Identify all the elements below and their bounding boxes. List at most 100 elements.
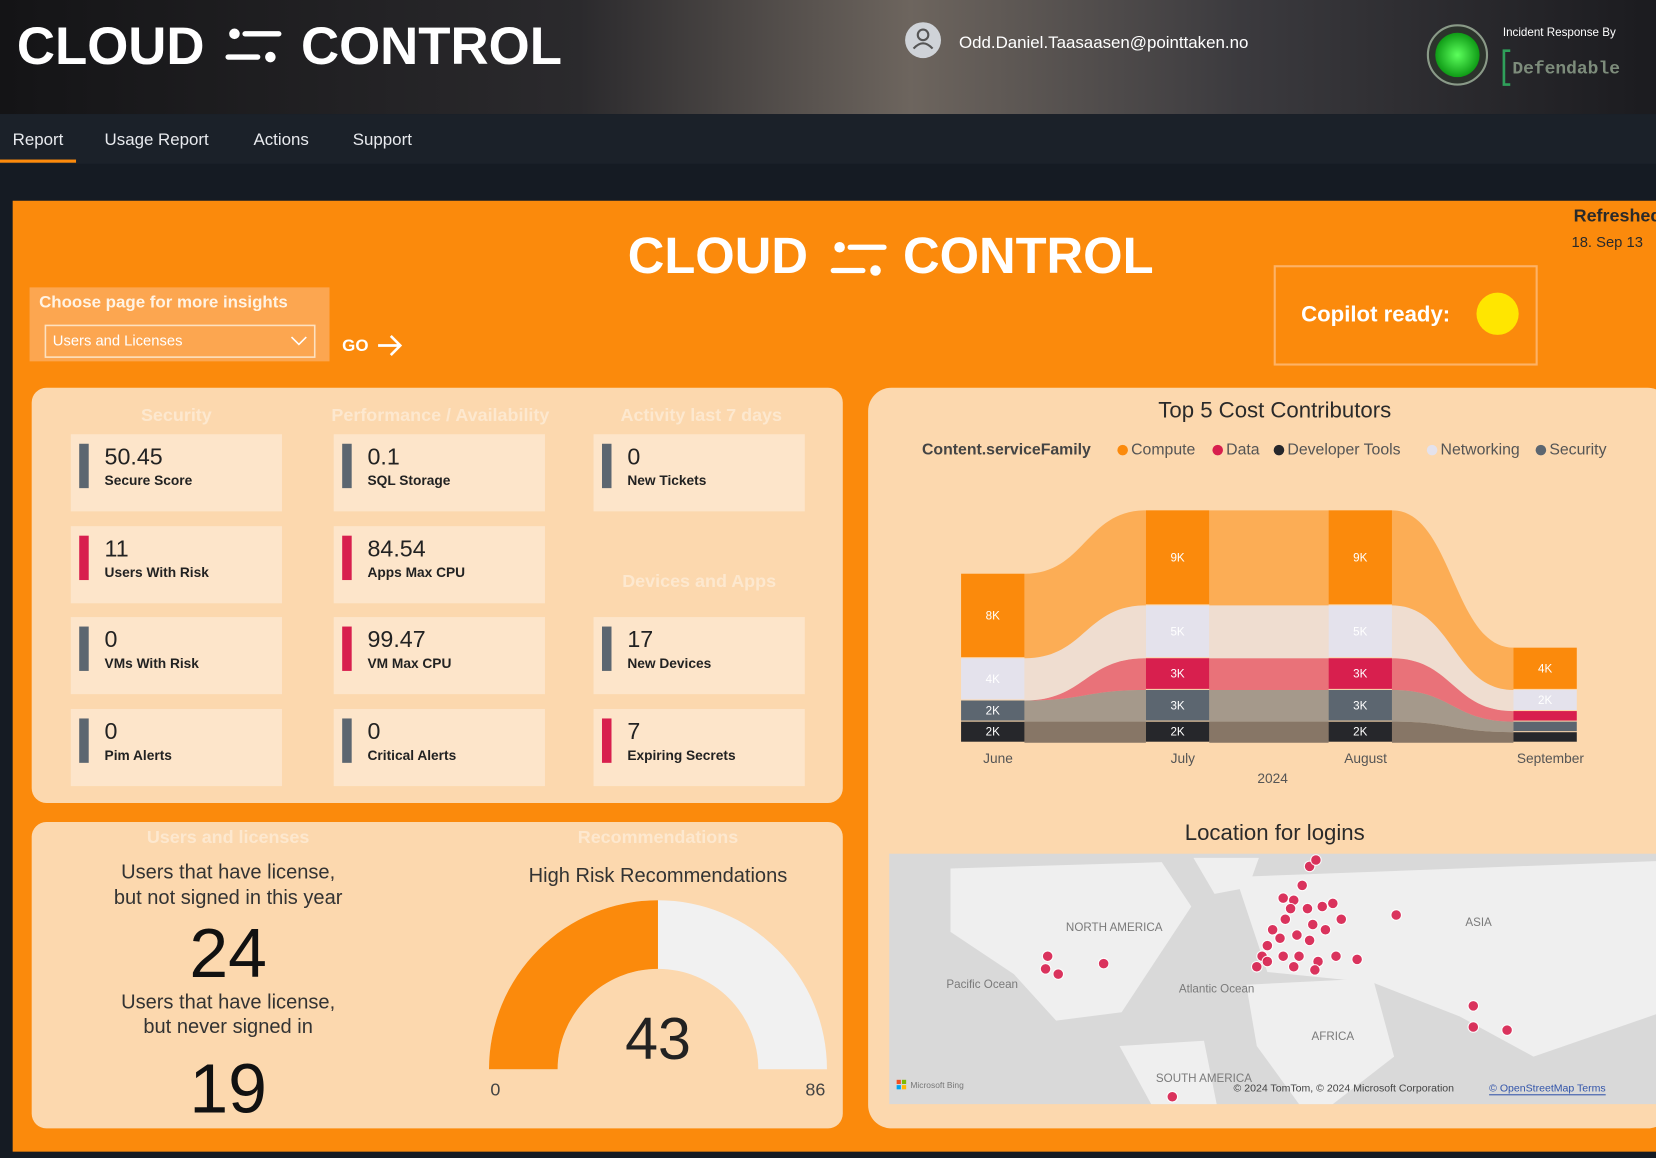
login-dot bbox=[1284, 902, 1297, 915]
data-label: 9K bbox=[1170, 551, 1184, 564]
section-title: Performance / Availability bbox=[331, 405, 549, 425]
map-title: Location for logins bbox=[1185, 820, 1365, 845]
go-button[interactable]: GO bbox=[342, 336, 368, 355]
brand-bracket bbox=[1502, 49, 1511, 86]
ribbon bbox=[1391, 658, 1514, 722]
logo-text: CLOUD bbox=[17, 17, 205, 76]
bar-segment bbox=[1145, 658, 1210, 689]
ribbon bbox=[1391, 510, 1514, 690]
kpi-value: 0 bbox=[627, 443, 640, 469]
kpi-card bbox=[70, 434, 282, 512]
login-dots bbox=[1039, 854, 1513, 1103]
bar-segment bbox=[961, 573, 1025, 658]
copilot-box bbox=[1273, 265, 1538, 366]
kpi-value: 7 bbox=[627, 718, 640, 744]
ribbon bbox=[1391, 605, 1514, 712]
login-dot bbox=[1296, 879, 1309, 892]
login-dot bbox=[1274, 932, 1286, 945]
kpi-card bbox=[593, 708, 805, 787]
data-label: 2K bbox=[986, 705, 1000, 718]
map-label: Atlantic Ocean bbox=[1179, 982, 1254, 995]
map-label: ASIA bbox=[1465, 916, 1492, 929]
kpi-label: New Tickets bbox=[627, 473, 706, 488]
kpi-label: Expiring Secrets bbox=[627, 748, 736, 763]
data-label: 4K bbox=[986, 673, 1000, 686]
stat-caption: Users that have license, bbox=[121, 862, 335, 884]
kpi-label: VM Max CPU bbox=[368, 656, 452, 671]
ribbon bbox=[1391, 689, 1514, 733]
logo-text: CONTROL bbox=[301, 17, 562, 76]
incident-brand: Defendable bbox=[1512, 60, 1620, 80]
avatar-icon bbox=[916, 28, 930, 42]
bar-segment bbox=[1145, 689, 1210, 721]
go-arrow[interactable] bbox=[378, 335, 403, 356]
kpi-status-bar bbox=[79, 443, 89, 489]
section-title: Activity last 7 days bbox=[621, 405, 783, 425]
map-provider: Microsoft Bing bbox=[910, 1080, 964, 1090]
stat-value: 19 bbox=[189, 1049, 267, 1127]
x-tick-label: July bbox=[1171, 751, 1196, 766]
login-dot bbox=[1319, 923, 1332, 936]
kpi-label: Secure Score bbox=[105, 473, 193, 488]
ribbons bbox=[1024, 510, 1514, 743]
ribbon bbox=[1209, 605, 1329, 659]
login-dot bbox=[1303, 934, 1316, 947]
nav-tab[interactable]: Support bbox=[353, 130, 412, 149]
nav-tab[interactable]: Usage Report bbox=[105, 130, 209, 149]
provider-logo bbox=[901, 1079, 907, 1085]
data-label: 4K bbox=[1538, 662, 1552, 675]
nav-tab[interactable]: Report bbox=[13, 130, 64, 149]
login-dot bbox=[1166, 1090, 1179, 1103]
ribbon bbox=[1024, 721, 1146, 743]
login-dot bbox=[1291, 929, 1303, 941]
kpi-status-bar bbox=[79, 718, 89, 763]
login-dot bbox=[1277, 950, 1289, 963]
login-dot bbox=[1390, 909, 1403, 921]
ribbon bbox=[1391, 721, 1514, 743]
login-dot bbox=[1501, 1024, 1513, 1036]
bar-segment bbox=[961, 700, 1025, 721]
nav-bar bbox=[0, 114, 1656, 164]
provider-logo bbox=[896, 1085, 901, 1090]
page-select[interactable] bbox=[44, 324, 316, 358]
kpi-value: 99.47 bbox=[368, 626, 426, 652]
ribbon bbox=[1209, 721, 1329, 743]
kpi-value: 0 bbox=[368, 718, 381, 744]
kpi-card bbox=[70, 617, 282, 695]
report-title: CLOUD bbox=[628, 227, 808, 284]
stat-caption: Users that have license, bbox=[121, 992, 335, 1014]
map-label: AFRICA bbox=[1312, 1030, 1355, 1043]
bar-segment bbox=[1513, 721, 1577, 732]
login-dot bbox=[1266, 923, 1279, 936]
section-title: Security bbox=[141, 405, 212, 425]
nav-tab[interactable]: Actions bbox=[253, 130, 308, 149]
x-axis-label: 2024 bbox=[1257, 771, 1288, 786]
kpi-value: 0 bbox=[105, 626, 118, 652]
bar-segment bbox=[1513, 647, 1577, 689]
kpi-value: 0.1 bbox=[368, 443, 400, 469]
kpi-label: Users With Risk bbox=[105, 565, 210, 580]
data-label: 3K bbox=[1353, 699, 1367, 712]
bar-segment bbox=[1513, 711, 1577, 721]
login-dot bbox=[1467, 1000, 1480, 1012]
map-links[interactable]: © OpenStreetMap Terms bbox=[1489, 1082, 1606, 1094]
section-title: Devices and Apps bbox=[622, 571, 776, 591]
chevron bbox=[290, 336, 307, 346]
legend-swatch bbox=[1117, 444, 1128, 456]
stat-caption: but never signed in bbox=[143, 1016, 313, 1038]
legend-swatch bbox=[1212, 444, 1223, 456]
kpi-label: Pim Alerts bbox=[105, 748, 173, 763]
gauge-title: High Risk Recommendations bbox=[529, 865, 788, 887]
kpi-card bbox=[70, 526, 282, 604]
data-label: 9K bbox=[1353, 551, 1367, 564]
legend-swatch bbox=[1426, 444, 1438, 456]
kpi-status-bar bbox=[342, 535, 352, 581]
legend-label: Networking bbox=[1441, 442, 1520, 459]
summary-panel bbox=[31, 822, 843, 1129]
login-dot bbox=[1335, 913, 1348, 926]
kpi-label: New Devices bbox=[627, 656, 711, 671]
login-dot bbox=[1327, 897, 1339, 910]
copilot-indicator bbox=[1476, 292, 1519, 335]
